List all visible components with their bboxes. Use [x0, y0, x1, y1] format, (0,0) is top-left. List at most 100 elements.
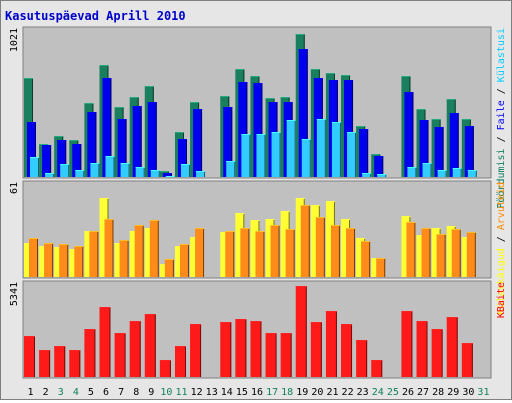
- bar-kbaite-day-17: [265, 333, 277, 377]
- bar-kbaite-day-18: [280, 333, 292, 377]
- bar-kbaite-day-2: [39, 350, 51, 377]
- bar-külastusi-day-19: [301, 139, 311, 177]
- bar-kbaite-day-22: [341, 324, 353, 377]
- bar-arvuteid-day-29: [451, 229, 461, 277]
- bar-arvuteid-day-1: [29, 238, 38, 277]
- bar-arvuteid-day-16: [255, 231, 265, 277]
- x-tick-label: 26: [402, 387, 414, 398]
- bar-külastusi-day-28: [437, 170, 447, 177]
- bar-faile-day-27: [419, 120, 429, 177]
- panel-3: 5341 KBaite: [9, 280, 507, 379]
- bar-arvuteid-day-9: [149, 220, 159, 277]
- bar-faile-day-10: [162, 173, 172, 177]
- legend: KBaite: [496, 282, 507, 318]
- legend-entry: Pöördumisi: [496, 148, 507, 208]
- bar-faile-day-16: [253, 83, 263, 177]
- x-tick-label: 8: [133, 387, 139, 398]
- bar-arvuteid-day-3: [59, 244, 69, 277]
- x-tick-label: 5: [88, 387, 94, 398]
- legend-entry: Külaskäigud: [496, 248, 507, 314]
- bar-külastusi-day-1: [30, 157, 39, 177]
- bar-külastusi-day-26: [407, 167, 417, 177]
- x-tick-label: 12: [191, 387, 203, 398]
- x-tick-label: 17: [266, 387, 278, 398]
- legend-entry: Külastusi: [496, 28, 507, 82]
- x-tick-label: 7: [118, 387, 124, 398]
- x-tick-label: 23: [357, 387, 369, 398]
- x-tick-label: 16: [251, 387, 263, 398]
- bar-arvuteid-day-15: [240, 228, 250, 277]
- bar-faile-day-14: [223, 107, 233, 177]
- bar-kbaite-day-28: [431, 329, 443, 377]
- x-tick-label: 15: [236, 387, 248, 398]
- bar-faile-day-12: [193, 109, 203, 177]
- bar-faile-day-4: [72, 144, 82, 177]
- bar-arvuteid-day-4: [74, 246, 84, 277]
- bar-külastusi-day-3: [60, 164, 70, 177]
- x-tick-label: 4: [73, 387, 79, 398]
- bar-külastusi-day-18: [286, 120, 296, 177]
- bar-kbaite-day-7: [114, 333, 126, 377]
- x-tick-label: 29: [447, 387, 459, 398]
- bar-külastusi-day-5: [90, 163, 100, 177]
- bar-kbaite-day-21: [325, 311, 337, 377]
- bar-arvuteid-day-10: [164, 259, 174, 277]
- x-tick-label: 25: [387, 387, 399, 398]
- bar-faile-day-5: [87, 112, 97, 177]
- bar-arvuteid-day-28: [436, 234, 446, 277]
- bar-külastusi-day-10: [165, 176, 175, 177]
- bar-arvuteid-day-24: [376, 258, 386, 277]
- bar-külastusi-day-8: [135, 167, 145, 177]
- bar-kbaite-day-3: [54, 346, 66, 377]
- x-axis-labels: 1 2 3 4 5 6 7 8 9 10 11 12 13 14 15 16 17 18 19 20 21 22 23 24 2…: [28, 387, 490, 398]
- bar-faile-day-19: [298, 49, 308, 177]
- bar-kbaite-day-6: [99, 307, 111, 377]
- bar-külastusi-day-14: [226, 161, 236, 177]
- bar-kbaite-day-24: [371, 360, 383, 377]
- bar-külastusi-day-29: [452, 168, 462, 177]
- x-tick-label: 27: [417, 387, 429, 398]
- bar-kbaite-day-9: [144, 314, 156, 377]
- bar-arvuteid-day-27: [421, 228, 431, 277]
- panel-1: 1021 Pöördumisi / Faile / Külastusi: [9, 26, 507, 209]
- bar-kbaite-day-8: [129, 321, 141, 377]
- panel-2: 61 Külaskäigud / Arvuteid: [9, 180, 507, 314]
- bar-faile-day-24: [374, 156, 384, 177]
- bar-faile-day-30: [464, 126, 474, 177]
- bar-arvuteid-day-7: [119, 240, 129, 277]
- bar-arvuteid-day-12: [195, 228, 205, 277]
- y-max-label: 1021: [9, 28, 20, 52]
- bar-külastusi-day-23: [362, 173, 372, 177]
- x-tick-label: 1: [28, 387, 34, 398]
- bar-arvuteid-day-21: [330, 225, 340, 277]
- x-tick-label: 22: [342, 387, 354, 398]
- legend-entry: /: [496, 82, 507, 100]
- bar-kbaite-day-5: [84, 329, 96, 377]
- bar-arvuteid-day-30: [466, 232, 476, 277]
- bar-külastusi-day-17: [271, 132, 281, 177]
- x-tick-label: 14: [221, 387, 233, 398]
- legend: Külaskäigud / Arvuteid: [496, 182, 507, 314]
- x-tick-label: 19: [296, 387, 308, 398]
- legend-entry: KBaite: [496, 282, 507, 318]
- bar-arvuteid-day-20: [315, 217, 325, 277]
- legend-entry: /: [496, 130, 507, 148]
- bar-külastusi-day-4: [75, 170, 85, 177]
- bar-arvuteid-day-19: [300, 205, 310, 277]
- bar-külastusi-day-24: [377, 174, 387, 177]
- bar-faile-day-22: [344, 80, 354, 177]
- bar-arvuteid-day-6: [104, 219, 114, 277]
- bar-faile-day-15: [238, 82, 248, 177]
- bar-kbaite-day-29: [446, 317, 458, 377]
- x-tick-label: 10: [160, 387, 172, 398]
- bar-kbaite-day-27: [416, 321, 428, 377]
- bar-külastusi-day-12: [196, 171, 206, 177]
- bar-kbaite-day-10: [159, 360, 171, 377]
- y-max-label: 61: [9, 182, 20, 194]
- x-tick-label: 30: [462, 387, 474, 398]
- x-tick-label: 24: [372, 387, 384, 398]
- bar-külastusi-day-30: [467, 170, 477, 177]
- bar-kbaite-day-11: [174, 346, 186, 377]
- x-tick-label: 11: [175, 387, 187, 398]
